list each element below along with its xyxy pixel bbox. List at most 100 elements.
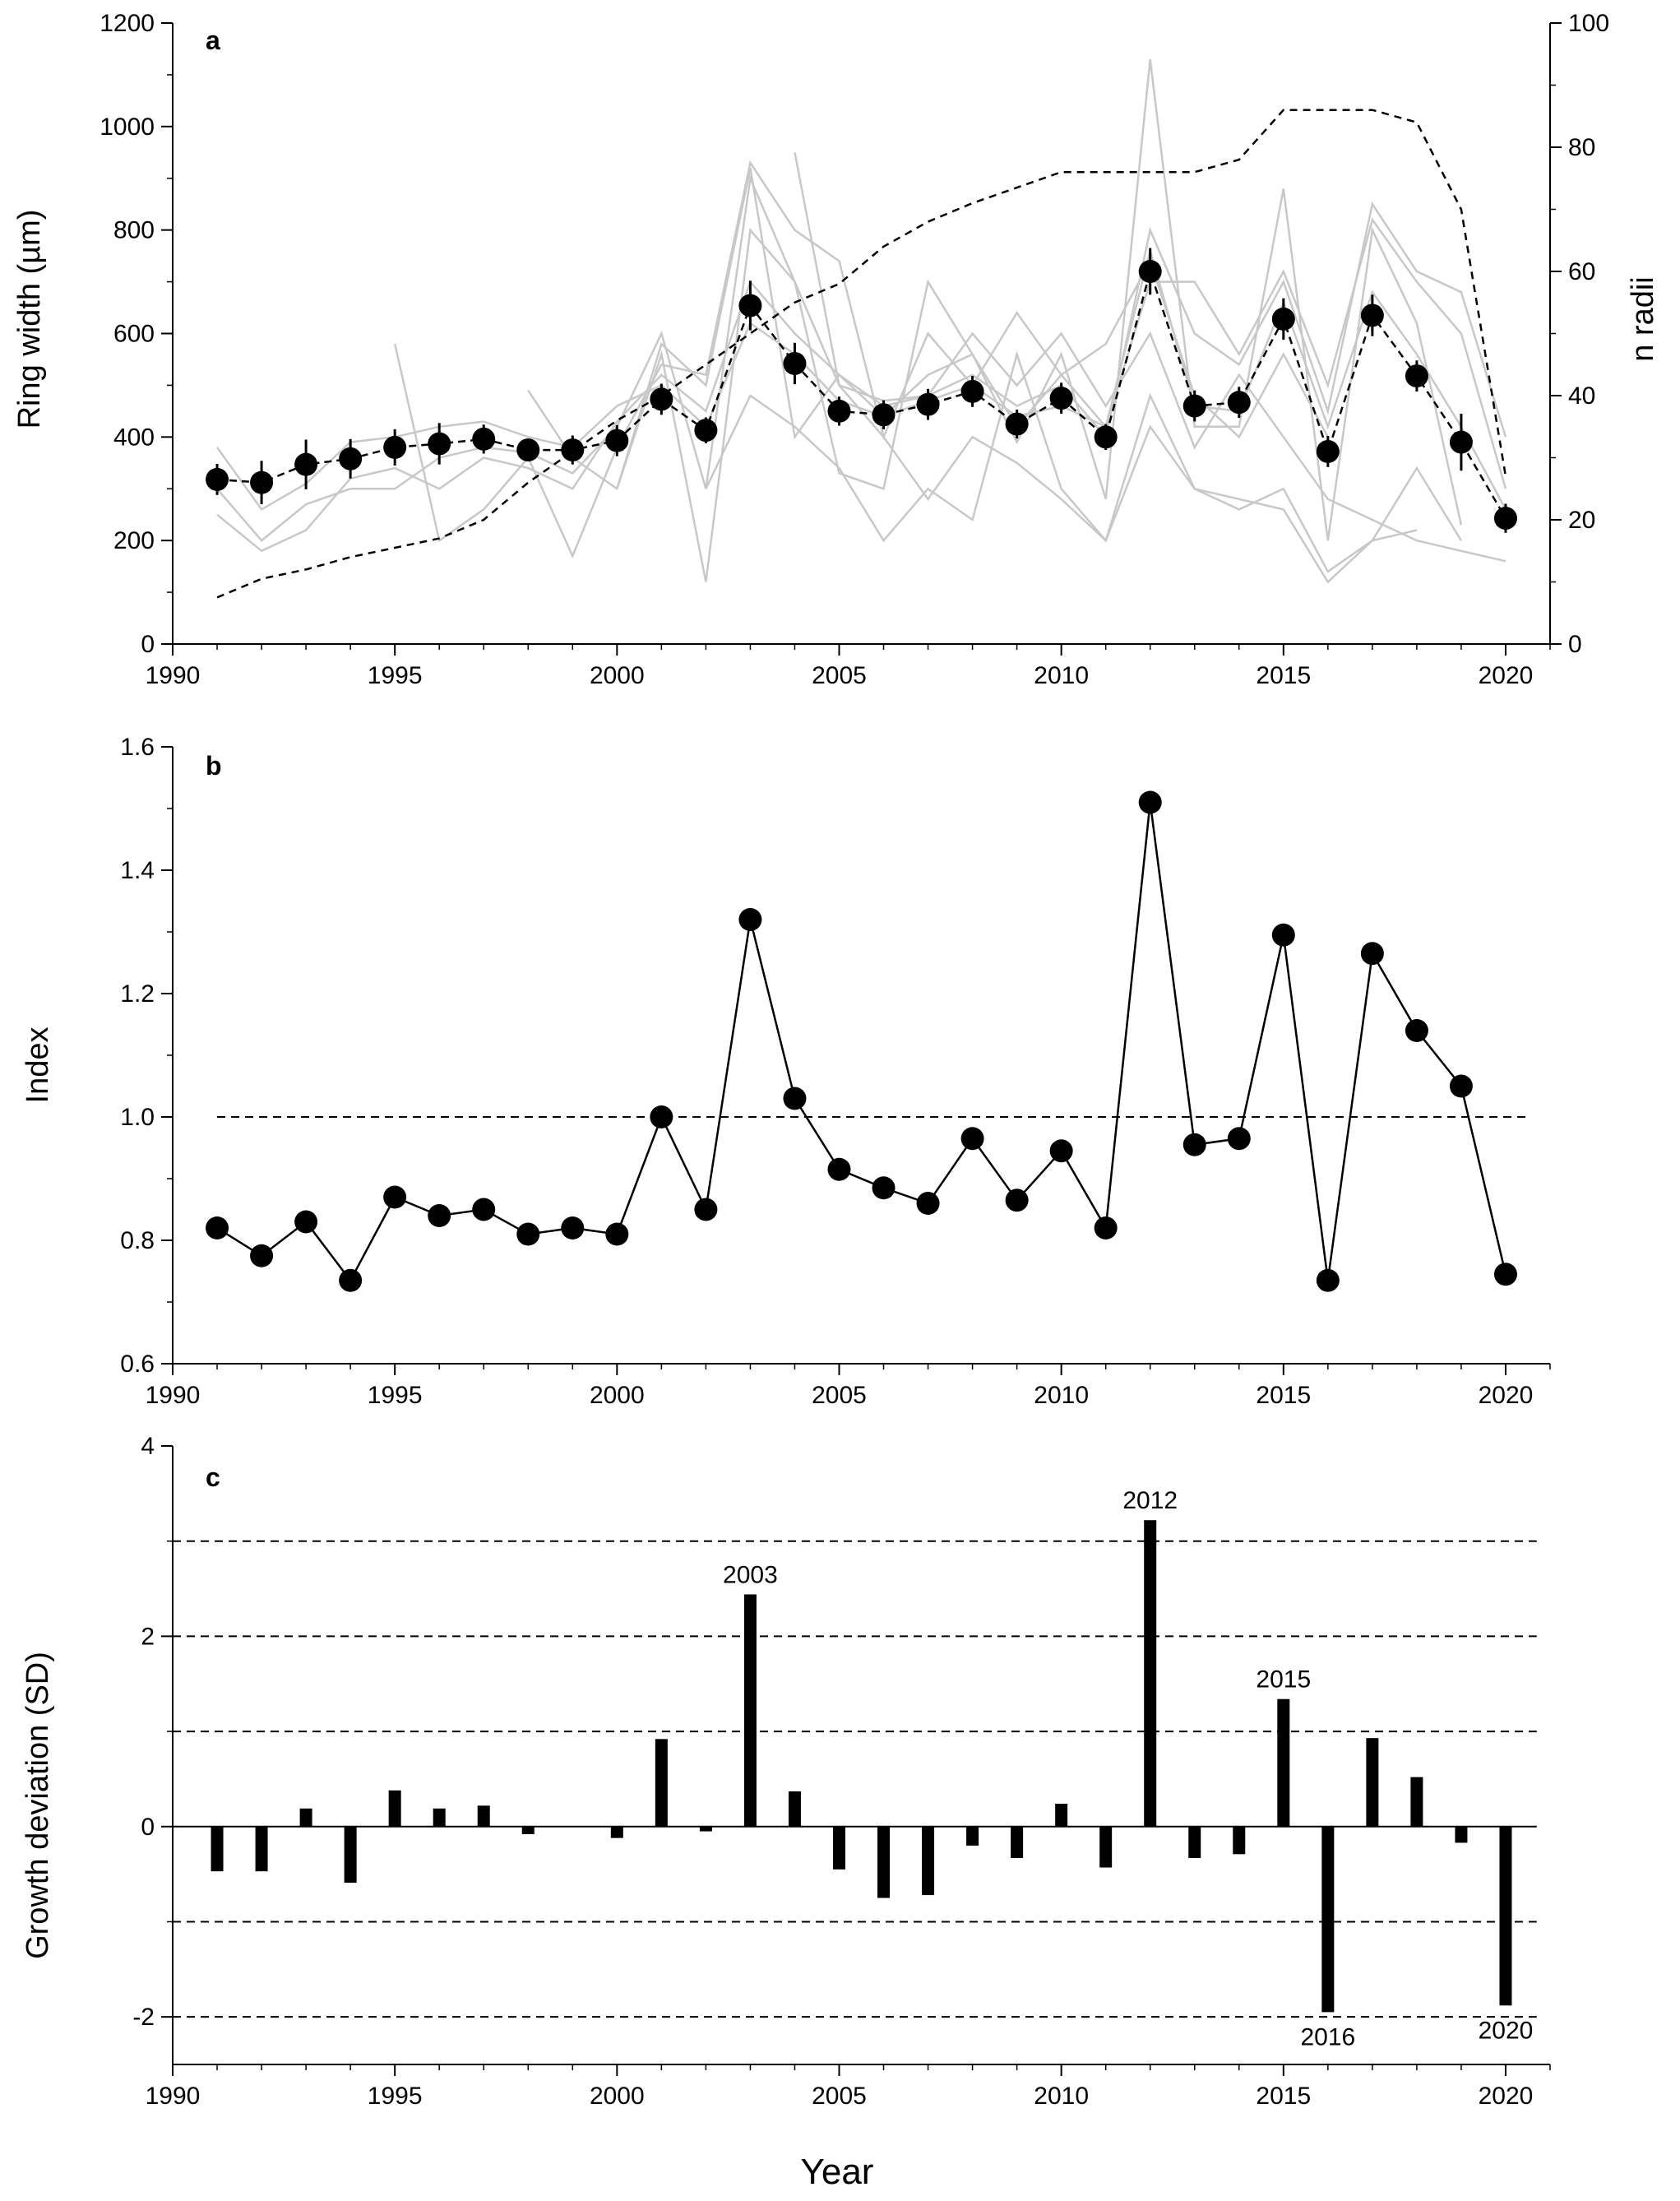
deviation-bar	[1011, 1826, 1024, 1858]
deviation-bar	[1277, 1698, 1290, 1827]
mean-ring-width-point	[694, 419, 718, 443]
deviation-bar	[655, 1739, 668, 1827]
mean-ring-width-point	[650, 387, 673, 411]
index-point	[250, 1244, 274, 1267]
y2-tick-label: 60	[1568, 258, 1595, 285]
index-point	[1493, 1263, 1517, 1286]
x-tick-label: 1995	[368, 2083, 423, 2110]
year-annotation: 2012	[1122, 1487, 1178, 1514]
x-tick-label: 1990	[146, 1382, 201, 1409]
index-point	[783, 1087, 807, 1110]
index-point	[1316, 1268, 1340, 1292]
panel-b-letter: b	[206, 751, 222, 781]
index-point	[694, 1198, 718, 1221]
mean-ring-width-point	[916, 392, 940, 416]
mean-ring-width-point	[1138, 260, 1162, 283]
y-tick-label: -2	[132, 2004, 155, 2031]
deviation-bar	[1188, 1826, 1201, 1858]
x-tick-label: 2005	[812, 2083, 867, 2110]
individual-radius-series	[393, 160, 1329, 559]
deviation-bar	[255, 1826, 268, 1872]
index-point	[1094, 1216, 1118, 1240]
mean-ring-width-point	[1094, 425, 1118, 449]
index-point	[605, 1222, 629, 1246]
deviation-bar	[788, 1791, 801, 1827]
index-point	[516, 1222, 540, 1246]
mean-ring-width-point	[1449, 430, 1473, 454]
index-point	[1005, 1189, 1029, 1212]
x-tick-label: 2015	[1256, 662, 1311, 689]
x-tick-label: 2000	[590, 662, 645, 689]
deviation-bar	[1144, 1520, 1157, 1827]
mean-ring-width-point	[738, 294, 762, 317]
index-point	[294, 1210, 318, 1234]
mean-ring-width-point	[428, 432, 451, 456]
index-point	[872, 1176, 896, 1200]
index-point	[383, 1185, 407, 1209]
y2-tick-label: 20	[1568, 507, 1595, 534]
individual-radius-series	[216, 217, 1507, 553]
deviation-bar	[477, 1805, 490, 1827]
x-tick-label: 2010	[1034, 1382, 1089, 1409]
x-tick-label: 1990	[146, 2083, 201, 2110]
x-tick-label: 2015	[1256, 1382, 1311, 1409]
mean-ring-width-point	[516, 438, 540, 462]
deviation-bar	[1366, 1738, 1379, 1827]
individual-radius-series	[705, 350, 1418, 573]
index-point	[339, 1268, 363, 1292]
x-tick-label: 2000	[590, 1382, 645, 1409]
mean-ring-width-point	[561, 438, 585, 462]
x-tick-label: 2010	[1034, 662, 1089, 689]
mean-ring-width-point	[1493, 507, 1517, 531]
deviation-bar	[1233, 1826, 1246, 1855]
mean-ring-width-point	[339, 447, 363, 470]
panel-c-letter: c	[206, 1462, 220, 1492]
individual-radius-series	[527, 167, 1506, 563]
y-tick-label: 1.2	[120, 980, 155, 1008]
deviation-bar	[610, 1826, 623, 1838]
x-tick-label: 2005	[812, 1382, 867, 1409]
x-tick-label: 1995	[368, 1382, 423, 1409]
y2-tick-label: 100	[1568, 10, 1609, 37]
x-tick-label: 1990	[146, 662, 201, 689]
n-radii-line	[216, 109, 1507, 599]
mean-ring-width-point	[250, 470, 274, 494]
deviation-bar	[433, 1808, 446, 1827]
y-tick-label: 1.0	[120, 1104, 155, 1131]
x-tick-label: 1995	[368, 662, 423, 689]
mean-ring-width-point	[960, 379, 984, 403]
mean-ring-width-point	[294, 452, 318, 476]
index-line	[216, 802, 1507, 1283]
x-tick-label: 2015	[1256, 2083, 1311, 2110]
index-point	[1049, 1139, 1073, 1163]
deviation-bar	[388, 1790, 401, 1827]
deviation-bar	[1055, 1804, 1068, 1827]
panel-b-index: b Index 1990 1995 2000 2005 2010 2015 2020 0.6 0…	[21, 734, 1551, 1409]
index-point	[650, 1105, 673, 1128]
x-tick-label: 2020	[1479, 662, 1534, 689]
mean-ring-width-point	[1360, 304, 1384, 327]
index-point	[1182, 1133, 1206, 1156]
panel-a-ring-width: a Ring width (µm) n radii 1990 1995 2000 20…	[12, 10, 1660, 689]
index-point	[428, 1204, 451, 1227]
mean-ring-width-point	[1271, 307, 1295, 331]
panel-c-xlabel: Year	[801, 2152, 874, 2192]
x-tick-label: 2005	[812, 662, 867, 689]
deviation-bar	[1410, 1777, 1423, 1827]
mean-ring-width-point	[783, 351, 807, 375]
y-tick-label: 1.6	[120, 734, 155, 761]
individual-radius-series	[794, 152, 1462, 584]
y-tick-label: 600	[113, 321, 155, 348]
x-tick-label: 2010	[1034, 2083, 1089, 2110]
deviation-bar	[1321, 1826, 1335, 2013]
index-point	[1138, 790, 1162, 814]
mean-ring-width-point	[1227, 391, 1251, 415]
mean-ring-width-point	[472, 427, 496, 451]
deviation-bar	[966, 1826, 979, 1846]
year-annotation: 2016	[1300, 2023, 1355, 2050]
index-point	[206, 1216, 229, 1240]
year-annotation: 2015	[1256, 1666, 1311, 1694]
year-annotation: 2003	[723, 1561, 778, 1588]
panel-c-ylabel: Growth deviation (SD)	[21, 1652, 55, 1959]
